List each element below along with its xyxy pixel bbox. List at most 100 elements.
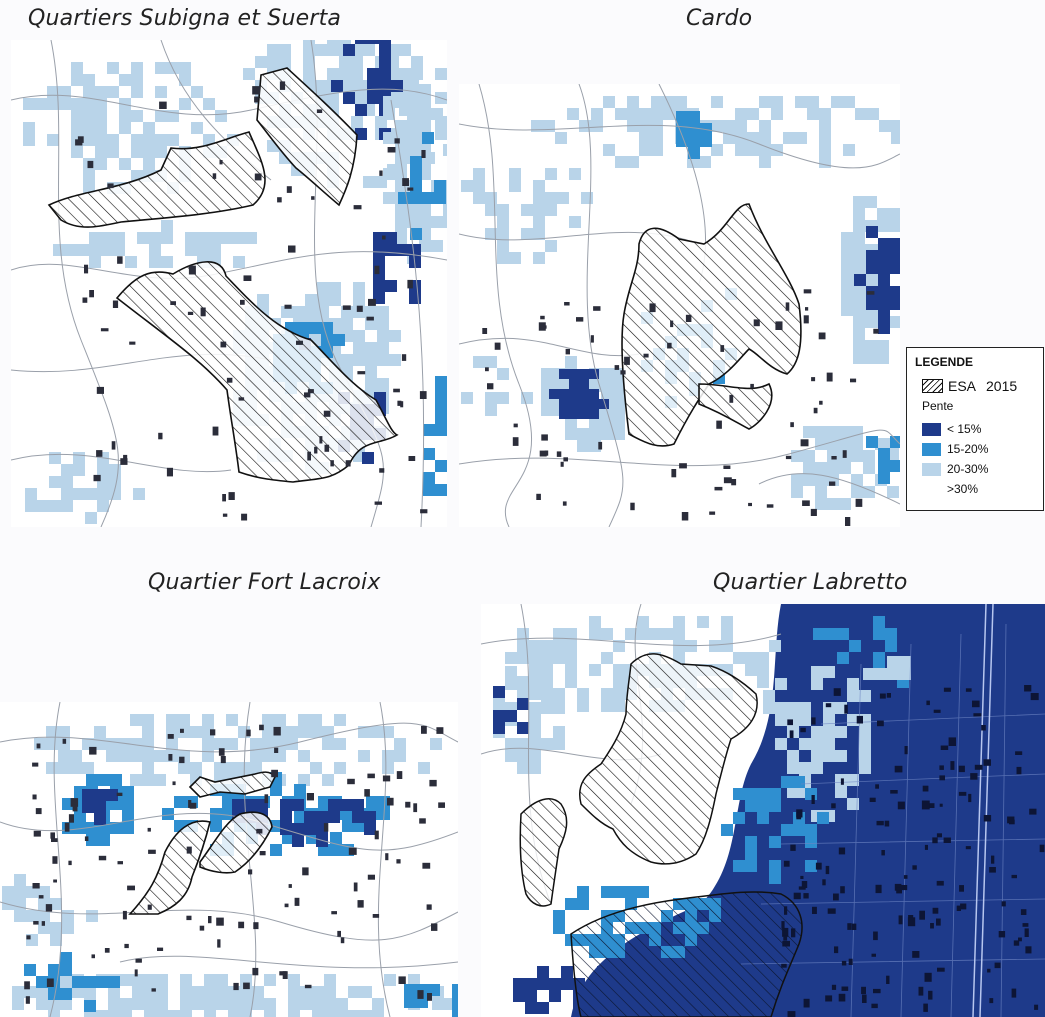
- slope-cell: [365, 342, 377, 354]
- building: [556, 451, 562, 457]
- building: [387, 147, 396, 153]
- slope-cell: [202, 738, 214, 750]
- slope-cell: [329, 294, 341, 306]
- building: [482, 328, 488, 334]
- building: [53, 879, 57, 883]
- slope-cell: [71, 62, 83, 74]
- slope-cell: [525, 978, 537, 990]
- slope-cell: [863, 450, 875, 462]
- building: [417, 990, 424, 999]
- building: [357, 371, 366, 375]
- building: [590, 335, 594, 343]
- building: [199, 925, 205, 931]
- slope-cell: [300, 998, 312, 1010]
- slope-cell: [318, 796, 330, 808]
- slope-cell: [85, 488, 97, 500]
- slope-cell: [274, 714, 286, 726]
- slope-cell: [106, 738, 118, 750]
- slope-cell: [827, 438, 839, 450]
- building: [426, 904, 432, 910]
- slope-cell: [14, 886, 26, 898]
- building: [513, 423, 518, 428]
- building: [347, 778, 355, 785]
- slope-cell: [651, 108, 663, 120]
- slope-cell: [613, 700, 625, 712]
- building: [838, 993, 846, 1002]
- slope-cell: [663, 96, 675, 108]
- slope-cell: [815, 438, 827, 450]
- slope-cell: [215, 110, 227, 122]
- slope-cell: [118, 750, 130, 762]
- building: [679, 463, 687, 469]
- slope-cell: [851, 474, 863, 486]
- slope-cell: [280, 811, 292, 823]
- slope-cell: [553, 702, 565, 714]
- slope-cell: [94, 789, 106, 801]
- building: [84, 264, 89, 274]
- slope-cell: [747, 144, 759, 156]
- building: [716, 420, 722, 429]
- slope-cell: [336, 998, 348, 1010]
- slope-cell: [97, 488, 109, 500]
- building: [1029, 808, 1037, 815]
- slope-cell: [815, 498, 827, 510]
- slope-cell: [407, 84, 419, 96]
- slope-cell: [757, 664, 769, 676]
- slope-cell: [795, 132, 807, 144]
- building: [407, 187, 414, 191]
- slope-cell: [49, 452, 61, 464]
- slope-cell: [435, 376, 447, 388]
- slope-cell: [132, 974, 144, 986]
- slope-cell: [811, 678, 823, 690]
- building: [784, 906, 788, 915]
- slope-cell: [391, 80, 403, 92]
- slope-cell: [745, 800, 757, 812]
- slope-cell: [899, 668, 911, 680]
- slope-cell: [569, 216, 581, 228]
- slope-cell: [144, 986, 156, 998]
- slope-cell: [787, 702, 799, 714]
- slope-cell: [185, 244, 197, 256]
- slope-cell: [298, 714, 310, 726]
- slope-cell: [579, 409, 589, 419]
- slope-cell: [835, 750, 847, 762]
- slope-cell: [190, 726, 202, 738]
- slope-cell: [891, 120, 900, 132]
- slope-cell: [769, 836, 781, 848]
- slope-cell: [383, 192, 395, 204]
- building: [45, 904, 53, 912]
- slope-cell: [811, 750, 823, 762]
- slope-cell: [119, 74, 131, 86]
- slope-cell: [149, 232, 161, 244]
- slope-cell: [673, 628, 685, 640]
- building: [367, 773, 375, 779]
- slope-cell: [109, 464, 121, 476]
- building: [943, 837, 951, 843]
- slope-cell: [625, 628, 637, 640]
- slope-cell: [533, 252, 545, 264]
- slope-cell: [133, 488, 145, 500]
- slope-cell: [243, 68, 255, 80]
- building: [33, 830, 41, 837]
- slope-cell: [569, 409, 579, 419]
- legend-class-label: 15-20%: [947, 442, 989, 456]
- map-title-fort-lacroix: Quartier Fort Lacroix: [148, 570, 381, 595]
- building: [372, 914, 380, 918]
- slope-cell: [385, 280, 397, 292]
- building: [958, 765, 965, 773]
- building: [877, 720, 884, 727]
- slope-cell: [505, 710, 517, 722]
- legend-class-row: 20-30%: [915, 459, 1035, 479]
- slope-cell: [759, 156, 771, 168]
- slope-cell: [331, 80, 343, 92]
- building: [421, 725, 427, 734]
- slope-cell: [385, 232, 397, 244]
- slope-cell: [853, 304, 865, 316]
- building: [340, 937, 345, 944]
- building: [987, 968, 991, 973]
- slope-cell: [422, 192, 434, 204]
- slope-cell: [214, 738, 226, 750]
- building: [937, 967, 945, 972]
- building: [841, 986, 849, 991]
- slope-cell: [202, 714, 214, 726]
